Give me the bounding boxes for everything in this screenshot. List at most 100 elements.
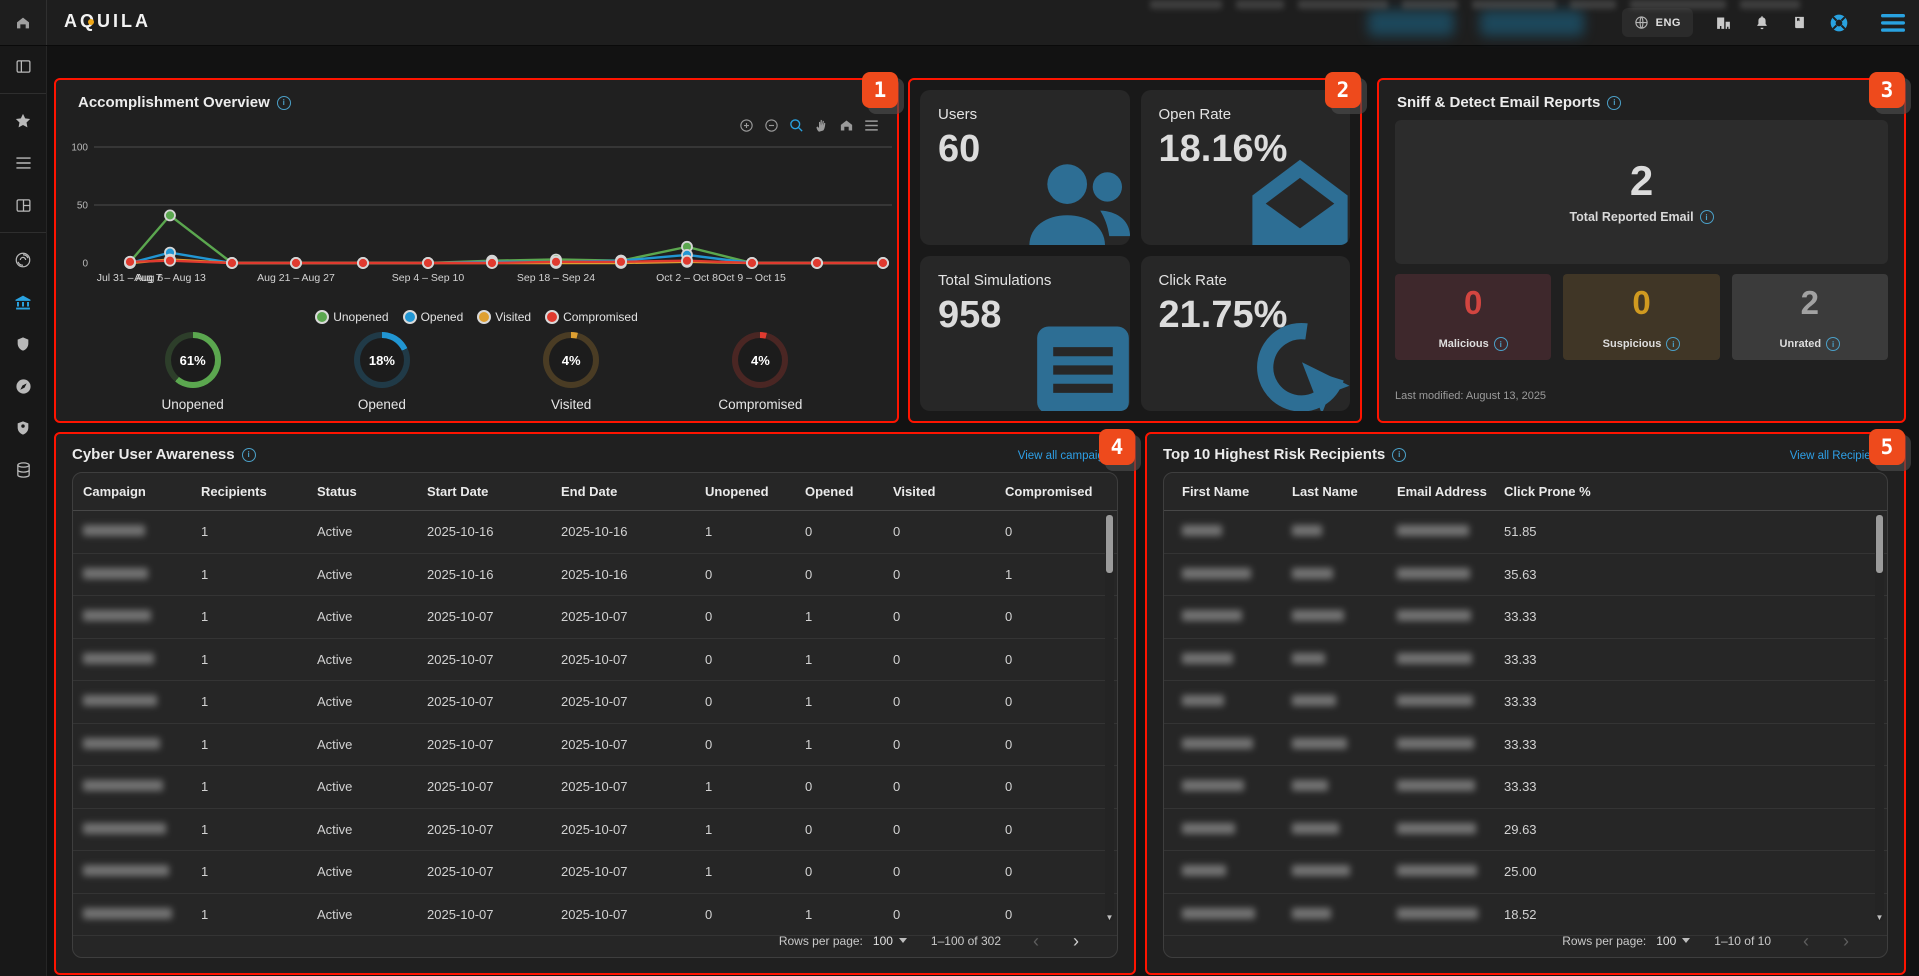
sidebar-item-user-badge[interactable]	[0, 411, 46, 445]
home-button[interactable]	[0, 0, 47, 45]
scrollbar-thumb[interactable]	[1876, 515, 1883, 573]
recipient-row[interactable]: 51.85	[1164, 511, 1887, 554]
pagination-range: 1–100 of 302	[930, 933, 1001, 948]
prev-page-button[interactable]: ‹	[1803, 930, 1809, 951]
info-icon[interactable]: i	[1392, 447, 1407, 462]
info-icon[interactable]: i	[241, 447, 256, 462]
view-all-campaigns-link[interactable]: View all campaigns	[1017, 450, 1116, 462]
malicious-card[interactable]: 0 Malicious i	[1395, 274, 1552, 360]
pan-hand-icon[interactable]	[814, 118, 829, 133]
column-header[interactable]: Recipients	[201, 484, 267, 499]
column-header[interactable]: Unopened	[705, 484, 769, 499]
docs-book-icon[interactable]	[1792, 14, 1807, 31]
reset-home-icon[interactable]	[839, 118, 854, 133]
info-icon[interactable]: i	[1699, 210, 1714, 224]
prev-page-button[interactable]: ‹	[1033, 930, 1039, 951]
recipient-row[interactable]: 29.63	[1164, 809, 1887, 851]
column-header[interactable]: Start Date	[427, 484, 489, 499]
selection-zoom-icon[interactable]	[789, 118, 804, 133]
recipient-row[interactable]: 33.33	[1164, 639, 1887, 681]
rows-per-page-select[interactable]: 100	[1656, 934, 1691, 948]
recipient-row[interactable]: 25.00	[1164, 851, 1887, 894]
info-icon[interactable]: i	[276, 95, 291, 110]
column-header[interactable]: Campaign	[83, 484, 146, 499]
legend-item-opened[interactable]: Opened	[402, 310, 463, 324]
column-header[interactable]: Compromised	[1005, 484, 1093, 499]
sidebar-item-favorites[interactable]	[0, 104, 46, 138]
column-header[interactable]: Visited	[893, 484, 936, 499]
organization-icon[interactable]	[1715, 14, 1732, 31]
donut-percentage: 4%	[738, 338, 783, 382]
sidebar-item-institution-active[interactable]	[0, 285, 46, 319]
redacted-last-name	[1292, 822, 1339, 834]
column-header[interactable]: Opened	[805, 484, 854, 499]
table-scrollbar[interactable]: ▼	[1105, 513, 1114, 922]
svg-text:Oct 9 – Oct 15: Oct 9 – Oct 15	[718, 272, 786, 284]
sidebar-item-lists[interactable]	[0, 146, 46, 180]
column-header[interactable]: Status	[317, 484, 357, 499]
recipient-row[interactable]: 35.63	[1164, 554, 1887, 596]
table-footer: Rows per page: 100 1–100 of 302 ‹ ›	[73, 924, 1117, 957]
total-simulations-card[interactable]: Total Simulations 958	[920, 256, 1130, 411]
column-header[interactable]: First Name	[1182, 484, 1250, 499]
recipient-row[interactable]: 18.52	[1164, 894, 1887, 936]
scroll-down-arrow[interactable]: ▼	[1105, 913, 1114, 922]
brand-logo[interactable]: AQUILA	[64, 11, 151, 32]
zoom-out-icon[interactable]	[764, 118, 779, 133]
recipient-row[interactable]: 33.33	[1164, 596, 1887, 639]
sidebar-item-shield[interactable]	[0, 327, 46, 361]
chart-menu-icon[interactable]	[864, 119, 879, 132]
scroll-down-arrow[interactable]: ▼	[1875, 913, 1884, 922]
next-page-button[interactable]: ›	[1073, 930, 1079, 951]
unrated-card[interactable]: 2 Unrated i	[1731, 274, 1888, 360]
column-header[interactable]: Click Prone %	[1504, 484, 1591, 499]
suspicious-card[interactable]: 0 Suspicious i	[1563, 274, 1720, 360]
support-lifebuoy-icon[interactable]	[1829, 13, 1849, 33]
legend-item-compromised[interactable]: Compromised	[545, 310, 638, 324]
notifications-bell-icon[interactable]	[1754, 14, 1770, 31]
scrollbar-thumb[interactable]	[1106, 515, 1113, 573]
column-header[interactable]: Email Address	[1397, 484, 1487, 499]
sidebar-item-dashboard-layout[interactable]	[0, 188, 46, 222]
sidebar-item-vortex[interactable]	[0, 243, 46, 277]
info-icon[interactable]: i	[1493, 337, 1508, 351]
annotation-badge-2: 2	[1325, 72, 1361, 108]
click-icon	[1246, 317, 1350, 411]
main-menu-icon[interactable]	[1881, 13, 1905, 32]
view-all-recipients-link[interactable]: View all Recipients	[1789, 450, 1886, 462]
column-header[interactable]: End Date	[561, 484, 618, 499]
recipient-row[interactable]: 33.33	[1164, 766, 1887, 809]
table-scrollbar[interactable]: ▼	[1875, 513, 1884, 922]
click-rate-card[interactable]: Click Rate 21.75%	[1140, 256, 1350, 411]
recipient-row[interactable]: 33.33	[1164, 724, 1887, 766]
legend-item-unopened[interactable]: Unopened	[315, 310, 389, 324]
zoom-in-icon[interactable]	[739, 118, 754, 133]
language-selector[interactable]: ENG	[1621, 8, 1693, 37]
column-header[interactable]: Last Name	[1292, 484, 1358, 499]
info-icon[interactable]: i	[1607, 95, 1622, 110]
open-rate-card[interactable]: Open Rate 18.16%	[1140, 90, 1350, 245]
info-icon[interactable]: i	[1826, 337, 1841, 351]
legend-item-visited[interactable]: Visited	[477, 310, 531, 324]
rows-per-page-select[interactable]: 100	[873, 934, 907, 948]
recipient-row[interactable]: 33.33	[1164, 681, 1887, 724]
brand-q-dot	[88, 19, 94, 25]
users-card[interactable]: Users 60	[920, 90, 1130, 245]
sidebar-item-database[interactable]	[0, 453, 46, 487]
sidebar-toggle-icon[interactable]	[0, 49, 46, 83]
info-icon[interactable]: i	[1666, 337, 1681, 351]
redacted-email	[1397, 610, 1471, 622]
sidebar-item-compass[interactable]	[0, 369, 46, 403]
next-page-button[interactable]: ›	[1843, 930, 1849, 951]
